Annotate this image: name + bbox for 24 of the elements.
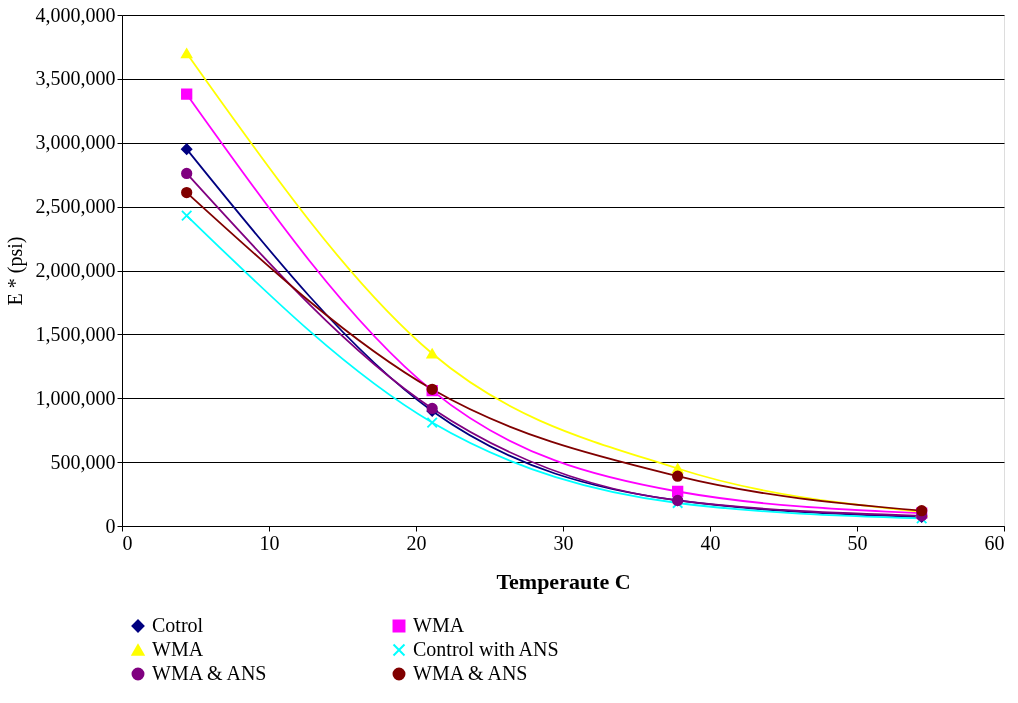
x-axis-title: Temperaute C <box>496 568 631 594</box>
y-tick-label: 2,500,000 <box>35 195 116 218</box>
x-tick-label: 40 <box>700 531 721 554</box>
y-tick-label: 3,500,000 <box>35 67 116 90</box>
x-tick-label: 20 <box>406 531 427 554</box>
y-tick-label: 2,000,000 <box>35 259 116 281</box>
legend-label: WMA & ANS <box>413 662 528 684</box>
y-tick-label: 1,000,000 <box>35 386 116 409</box>
legend-label: WMA <box>413 614 465 636</box>
y-tick-label: 1,500,000 <box>35 322 116 345</box>
x-tick-label: 10 <box>259 531 280 554</box>
legend-label: Control with ANS <box>413 638 559 660</box>
y-tick-label: 500,000 <box>50 450 116 473</box>
y-tick-label: 3,000,000 <box>35 131 116 154</box>
x-tick-label: 50 <box>847 531 868 554</box>
legend-label: Cotrol <box>152 614 204 636</box>
y-axis-title: E * (psi) <box>3 236 27 306</box>
x-tick-label: 30 <box>553 531 574 554</box>
y-tick-label: 0 <box>105 514 116 537</box>
y-tick-label: 4,000,000 <box>35 3 116 26</box>
legend-label: WMA <box>152 638 204 660</box>
x-tick-label: 60 <box>984 531 1005 554</box>
x-tick-label: 0 <box>122 531 133 554</box>
legend-label: WMA & ANS <box>152 662 267 684</box>
